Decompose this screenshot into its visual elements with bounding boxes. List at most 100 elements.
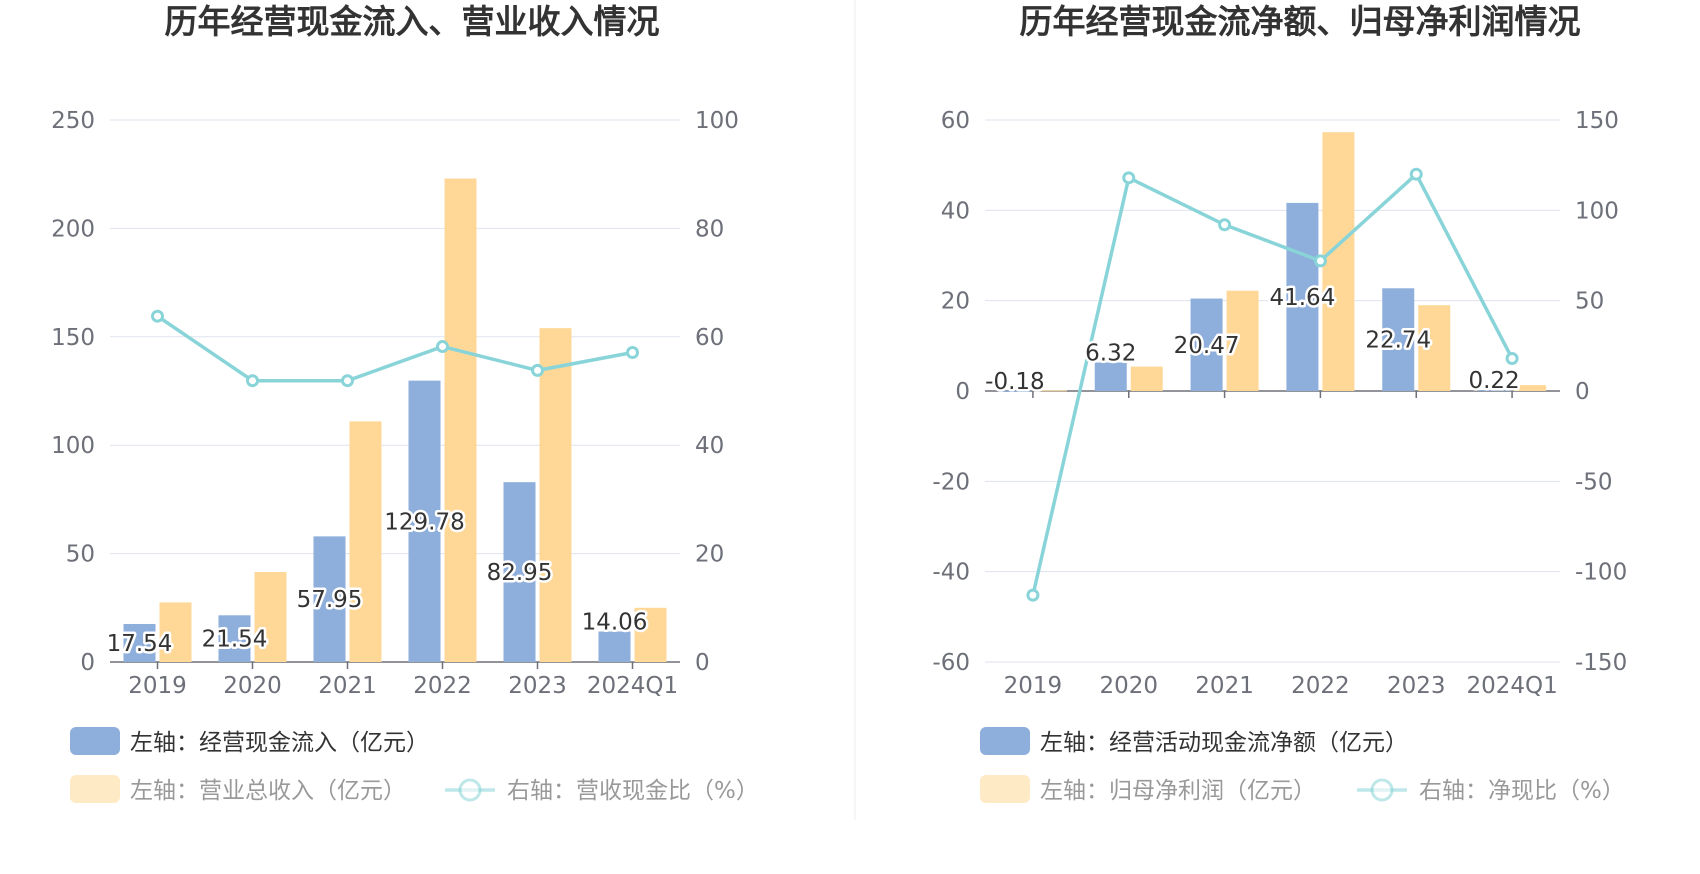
bar-data-label: 41.64 bbox=[1269, 285, 1335, 311]
bar-series-1 bbox=[1190, 298, 1223, 391]
chart-panel-2: 历年经营现金流净额、归母净利润情况 -60 -40 -20 0 20 40 60 -150 -10… bbox=[932, 2, 1627, 804]
right-axis-tick-label: 100 bbox=[1575, 198, 1619, 224]
bar-data-label: 0.22 bbox=[1468, 368, 1519, 394]
x-axis-tick-label: 2019 bbox=[1004, 673, 1063, 699]
left-axis-tick-label: -60 bbox=[932, 650, 970, 676]
left-axis-tick-label: 40 bbox=[941, 198, 970, 224]
right-axis-tick-label: -150 bbox=[1575, 650, 1627, 676]
ratio-point bbox=[1409, 167, 1423, 181]
right-axis-tick-label: -50 bbox=[1575, 469, 1613, 495]
x-axis-tick-label: 2024Q1 bbox=[587, 673, 678, 699]
x-axis-tick-label: 2024Q1 bbox=[1466, 673, 1557, 699]
bar-series-1 bbox=[1478, 390, 1511, 392]
legend-swatch-bar-primary bbox=[980, 727, 1030, 755]
ratio-point bbox=[246, 374, 259, 388]
ratio-point bbox=[151, 309, 164, 323]
legend-swatch-line-marker bbox=[1370, 778, 1394, 802]
legend-label: 左轴：经营活动现金流净额（亿元） bbox=[1040, 730, 1408, 756]
right-axis-tick-label: 60 bbox=[695, 325, 724, 351]
ratio-point bbox=[1122, 171, 1136, 185]
ratio-point bbox=[1313, 254, 1327, 268]
ratio-point bbox=[1218, 218, 1232, 232]
bar-series-1 bbox=[1286, 202, 1319, 391]
bar-series-1 bbox=[1094, 362, 1127, 391]
bar-series-2 bbox=[159, 602, 192, 662]
bar-data-label: 6.32 bbox=[1085, 340, 1136, 366]
x-axis-tick-label: 2019 bbox=[128, 673, 187, 699]
bar-data-label: 17.54 bbox=[107, 631, 173, 657]
ratio-point bbox=[436, 340, 449, 354]
chart-legend: 左轴：经营活动现金流净额（亿元） 左轴：归母净利润（亿元） 右轴：净现比（%） bbox=[980, 727, 1625, 804]
bar-series-2 bbox=[1322, 132, 1355, 391]
bar-data-label: 22.74 bbox=[1365, 328, 1431, 354]
chart-panel-1: 历年经营现金流入、营业收入情况 0 50 100 150 200 250 0 20 40 60 80 1… bbox=[51, 2, 759, 804]
x-axis-tick-label: 2020 bbox=[1099, 673, 1158, 699]
bar-series-2 bbox=[1034, 390, 1067, 392]
legend-label: 左轴：归母净利润（亿元） bbox=[1040, 778, 1316, 804]
bar-data-label: 129.78 bbox=[384, 509, 464, 535]
bar-data-label: -0.18 bbox=[985, 369, 1045, 395]
legend-label: 右轴：营收现金比（%） bbox=[507, 778, 759, 804]
chart-title: 历年经营现金流入、营业收入情况 bbox=[165, 2, 660, 41]
x-axis-tick-label: 2020 bbox=[223, 673, 282, 699]
right-axis-tick-label: 0 bbox=[1575, 379, 1590, 405]
legend-swatch-bar-secondary bbox=[70, 775, 120, 803]
right-axis-tick-label: 40 bbox=[695, 433, 724, 459]
ratio-point bbox=[1026, 588, 1040, 602]
bar-series-2 bbox=[254, 572, 287, 662]
left-axis-tick-label: -40 bbox=[932, 560, 970, 586]
bar-series-1 bbox=[1382, 288, 1415, 391]
bar-series-2 bbox=[1226, 290, 1259, 391]
bar-data-label: 20.47 bbox=[1174, 333, 1240, 359]
bar-data-label: 82.95 bbox=[487, 560, 553, 586]
x-axis-tick-label: 2022 bbox=[1291, 673, 1350, 699]
left-axis-tick-label: 200 bbox=[51, 216, 95, 242]
left-axis-tick-label: 20 bbox=[941, 289, 970, 315]
bar-series-1 bbox=[123, 623, 156, 662]
legend-label: 右轴：净现比（%） bbox=[1419, 778, 1625, 804]
right-axis-tick-label: 0 bbox=[695, 650, 710, 676]
bar-series-2 bbox=[634, 607, 667, 662]
right-axis-tick-label: 20 bbox=[695, 542, 724, 568]
chart-title: 历年经营现金流净额、归母净利润情况 bbox=[1020, 2, 1581, 41]
left-axis-tick-label: 60 bbox=[941, 108, 970, 134]
ratio-line bbox=[1031, 171, 1514, 596]
right-axis-tick-label: 150 bbox=[1575, 108, 1619, 134]
bar-series-2 bbox=[444, 178, 477, 662]
ratio-point bbox=[531, 363, 544, 377]
left-axis-tick-label: 250 bbox=[51, 108, 95, 134]
legend-label: 左轴：营业总收入（亿元） bbox=[130, 778, 406, 804]
ratio-line bbox=[156, 314, 633, 383]
x-axis-tick-label: 2023 bbox=[508, 673, 567, 699]
bar-series-1 bbox=[503, 482, 536, 662]
right-axis-tick-label: -100 bbox=[1575, 560, 1627, 586]
bar-series-1 bbox=[598, 631, 631, 662]
legend-swatch-bar-secondary bbox=[980, 775, 1030, 803]
legend-label: 左轴：经营现金流入（亿元） bbox=[130, 730, 429, 756]
ratio-point bbox=[1505, 351, 1519, 365]
left-axis-tick-label: 100 bbox=[51, 433, 95, 459]
bar-series-1 bbox=[998, 391, 1031, 392]
legend-swatch-line-marker bbox=[458, 778, 482, 802]
left-axis-tick-label: 50 bbox=[66, 542, 95, 568]
right-axis-tick-label: 50 bbox=[1575, 289, 1604, 315]
bar-data-label: 14.06 bbox=[582, 610, 648, 636]
bar-series-2 bbox=[1514, 385, 1547, 391]
left-axis-tick-label: -20 bbox=[932, 469, 970, 495]
bar-series-1 bbox=[408, 380, 441, 662]
x-axis-tick-label: 2021 bbox=[318, 673, 377, 699]
bar-series-1 bbox=[218, 615, 251, 662]
legend-swatch-bar-primary bbox=[70, 727, 120, 755]
right-axis-tick-label: 80 bbox=[695, 216, 724, 242]
bar-series-2 bbox=[1130, 366, 1163, 391]
left-axis-tick-label: 0 bbox=[955, 379, 970, 405]
x-axis-tick-label: 2023 bbox=[1387, 673, 1446, 699]
right-axis-tick-label: 100 bbox=[695, 108, 739, 134]
ratio-point bbox=[626, 346, 639, 360]
left-axis-tick-label: 150 bbox=[51, 325, 95, 351]
bar-data-label: 57.95 bbox=[297, 587, 363, 613]
left-axis-tick-label: 0 bbox=[80, 650, 95, 676]
bar-data-label: 21.54 bbox=[202, 627, 268, 653]
ratio-point bbox=[341, 374, 354, 388]
bar-series-1 bbox=[313, 536, 346, 662]
